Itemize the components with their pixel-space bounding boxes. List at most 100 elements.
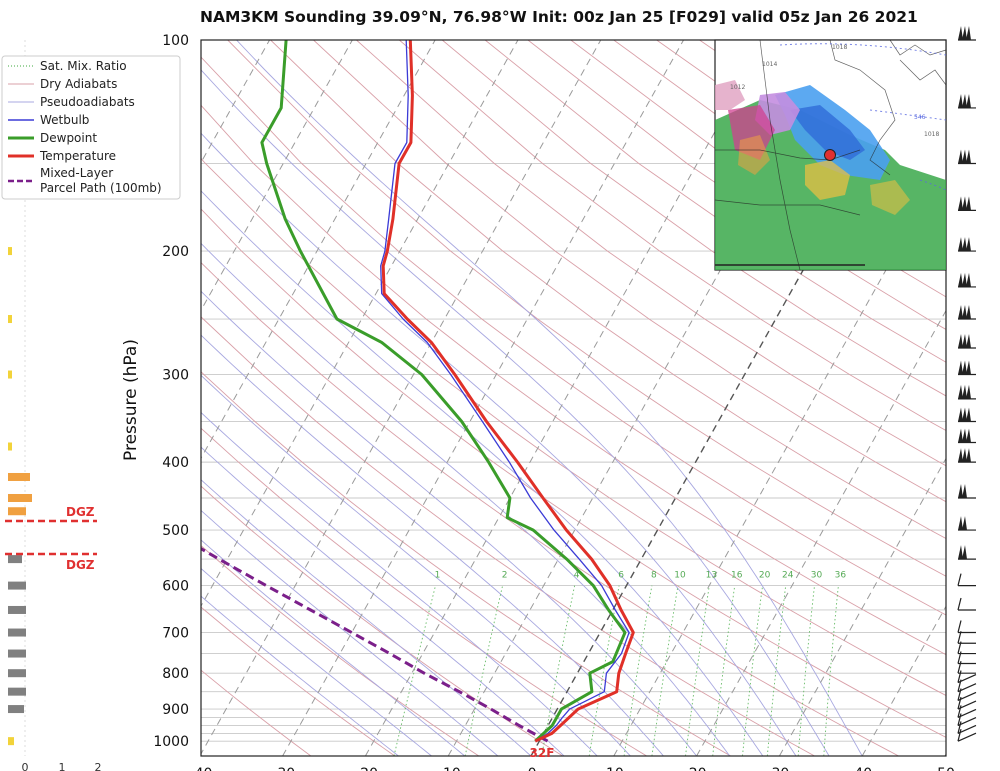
- mixing-ratio-line: [464, 585, 504, 756]
- inset-isobar-label: 1014: [762, 61, 777, 68]
- dry-adiabat-line: [201, 261, 899, 756]
- mixing-ratio-label: 2: [502, 571, 508, 581]
- isotherm-line: [613, 161, 946, 756]
- pressure-tick: 400: [162, 455, 189, 471]
- pseudoadiabat-line: [201, 479, 532, 756]
- temperature-tick: 50: [937, 766, 955, 771]
- dry-adiabat-line: [441, 40, 946, 397]
- wind-barb-flag: [966, 428, 971, 443]
- dry-adiabat-line: [201, 606, 396, 756]
- dry-adiabat-line: [356, 40, 946, 467]
- inset-map-isobars: [779, 43, 947, 191]
- inset-isobar-label: 1012: [730, 84, 745, 91]
- wind-barb-flag: [966, 448, 971, 463]
- pseudoadiabat-line: [201, 539, 466, 756]
- y-axis-label: Pressure (hPa): [121, 339, 141, 461]
- mixing-ratio-label: 8: [651, 571, 657, 581]
- dry-adiabat-line: [201, 56, 946, 616]
- wind-barb-flag: [962, 26, 967, 40]
- inset-isobar-label: 546: [914, 114, 926, 121]
- mixing-ratio-line: [797, 585, 815, 756]
- dry-adiabat-line: [201, 208, 946, 738]
- legend-label: Temperature: [39, 149, 116, 163]
- mixing-ratio-line: [623, 585, 653, 756]
- wind-barb-staff: [957, 732, 977, 742]
- freezing-level-label: 32F: [530, 746, 555, 760]
- histogram-bar: [8, 669, 26, 678]
- wind-barb-flag: [962, 196, 967, 211]
- wind-barb-flag: [962, 360, 967, 375]
- legend-label: Mixed-Layer: [40, 166, 113, 180]
- isotherm-line: [944, 753, 946, 756]
- pressure-tick: 500: [162, 523, 189, 539]
- wind-barb-flag: [962, 516, 967, 531]
- isotherm-line: [282, 40, 684, 756]
- wind-barb-flag: [962, 384, 967, 399]
- inset-map-terrain: [715, 80, 946, 270]
- pseudoadiabat-line: [201, 242, 731, 756]
- pseudoadiabat-line: [201, 290, 697, 756]
- wind-barb-flag: [966, 93, 971, 108]
- wind-barb-flag: [962, 272, 967, 287]
- wind-barb-staff: [957, 724, 977, 734]
- wind-barb-flag: [966, 272, 971, 287]
- dgz-lower-label: DGZ: [66, 558, 95, 572]
- wind-barb-staff: [957, 674, 977, 684]
- inset-isobar-label: 1018: [924, 131, 939, 138]
- legend-label: Parcel Path (100mb): [40, 181, 162, 195]
- wind-barb-feather: [957, 721, 962, 734]
- wind-barb-flag: [958, 483, 963, 498]
- pressure-tick: 900: [162, 702, 189, 718]
- wind-barb-flag: [962, 448, 967, 463]
- dry-adiabat-line: [270, 40, 946, 540]
- histogram-bar: [8, 737, 14, 746]
- pseudoadiabat-line: [201, 567, 432, 756]
- mixing-ratio-line: [685, 585, 710, 756]
- histogram-bar: [8, 628, 26, 637]
- wind-barb-flag: [966, 334, 971, 349]
- wind-barb-flag: [958, 149, 963, 164]
- mixing-ratio-lines: [393, 585, 839, 756]
- temperature-tick: 10: [606, 766, 624, 771]
- mixing-ratio-label: 4: [574, 571, 580, 581]
- histogram-bar: [8, 687, 26, 696]
- isotherm-line: [201, 40, 436, 460]
- pressure-tick: 100: [162, 33, 189, 49]
- legend: Sat. Mix. Ratio Dry Adiabats Pseudoadiab…: [1, 55, 181, 200]
- wind-barb-flag: [958, 407, 963, 422]
- wind-barb-flag: [962, 483, 967, 498]
- side-tick: 0: [22, 761, 29, 771]
- dry-adiabat-line: [201, 371, 731, 756]
- pseudoadiabat-line: [201, 446, 565, 756]
- wind-barb-feather: [957, 620, 962, 633]
- dgz-upper-label: DGZ: [66, 505, 95, 519]
- wind-barb-flag: [966, 384, 971, 399]
- pseudoadiabat-line: [201, 509, 499, 756]
- pressure-tick: 300: [162, 368, 189, 384]
- wind-barb-flag: [958, 305, 963, 320]
- pressure-tick: 600: [162, 579, 189, 595]
- wind-barb-flag: [958, 93, 963, 108]
- side-histogram: [8, 247, 32, 746]
- dry-adiabat-line: [201, 669, 312, 756]
- mixing-ratio-label: 10: [674, 571, 686, 581]
- histogram-bar: [8, 247, 12, 256]
- mixing-ratio-line: [712, 585, 736, 756]
- isotherm-line: [201, 40, 519, 608]
- dry-adiabat-line: [313, 40, 946, 503]
- dry-adiabats: [201, 40, 946, 756]
- histogram-bar: [8, 705, 24, 714]
- wind-barb-flag: [962, 545, 967, 560]
- pseudoadiabat-line: [201, 190, 764, 756]
- inset-map-borders: [714, 39, 947, 271]
- wind-barb-flag: [966, 237, 971, 252]
- temperature-tick: 40: [854, 766, 872, 771]
- mixing-ratio-label: 20: [759, 571, 771, 581]
- pseudoadiabat-line: [236, 40, 863, 756]
- mixing-ratio-line: [651, 585, 679, 756]
- mixing-ratio-line: [541, 585, 576, 756]
- temperature-tick: 0: [528, 766, 537, 771]
- isotherm-line: [861, 605, 946, 756]
- mixing-ratio-label: 16: [731, 571, 743, 581]
- dry-adiabat-line: [201, 316, 815, 756]
